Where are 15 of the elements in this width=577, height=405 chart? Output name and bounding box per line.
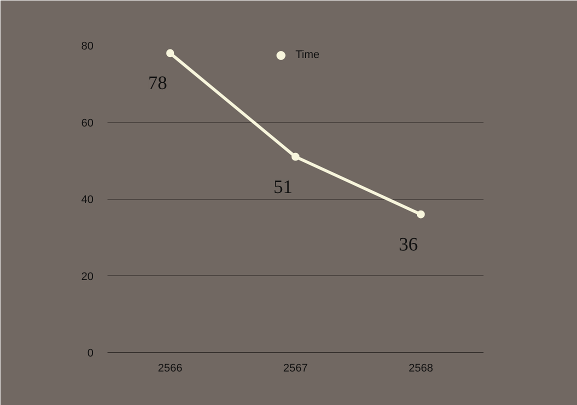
x-tick-label: 2566 bbox=[158, 362, 182, 374]
y-tick-label: 60 bbox=[81, 117, 94, 130]
y-tick-label: 40 bbox=[81, 194, 94, 206]
y-tick-label: 20 bbox=[81, 270, 94, 283]
data-label: 51 bbox=[274, 176, 292, 198]
data-label: 78 bbox=[148, 73, 168, 94]
y-tick-label: 0 bbox=[87, 348, 94, 360]
data-label: 36 bbox=[398, 234, 418, 256]
point bbox=[292, 152, 300, 161]
x-tick-label: 2568 bbox=[408, 362, 434, 374]
y-tick-label: 80 bbox=[81, 40, 94, 52]
legend-label: Time bbox=[295, 49, 320, 61]
point bbox=[166, 49, 174, 58]
x-tick-label: 2567 bbox=[283, 362, 308, 374]
point bbox=[416, 210, 425, 218]
